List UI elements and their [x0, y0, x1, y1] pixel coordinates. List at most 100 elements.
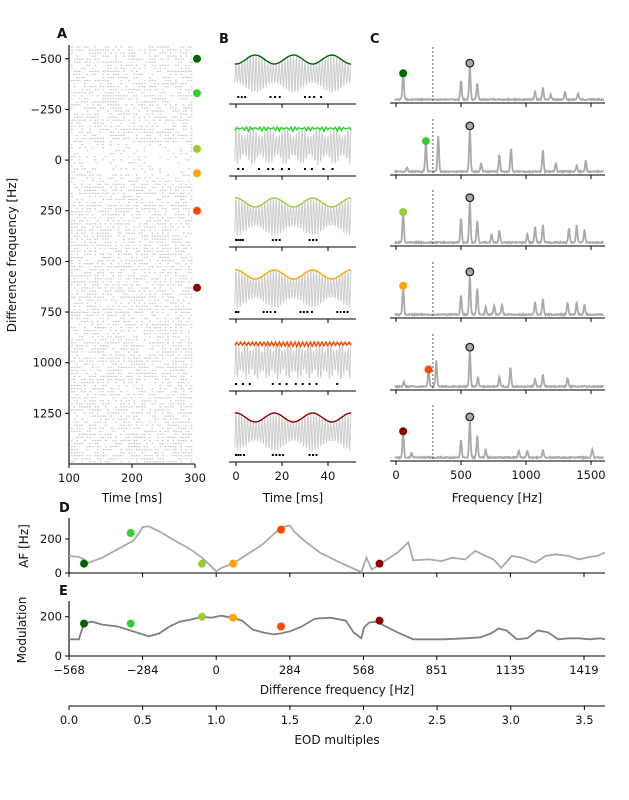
spike-mark [275, 454, 278, 456]
spike-mark [282, 454, 285, 456]
envelope-line [234, 269, 352, 280]
spectrum-panel [390, 119, 605, 179]
power-spectrum [394, 421, 604, 461]
spike-mark [275, 239, 278, 241]
example-marker [193, 169, 201, 178]
spike-mark [235, 311, 237, 313]
trace-panel [229, 125, 356, 180]
trace-panel: 0 20 40 [229, 412, 356, 483]
x-tick-label: 0 [213, 663, 220, 677]
example-marker [126, 529, 135, 538]
af-peak-marker [421, 137, 430, 146]
spike-mark [274, 96, 277, 98]
x-tick-label: −284 [127, 663, 159, 677]
y-axis-label: AF [Hz] [17, 524, 31, 568]
eod-peak-marker [465, 267, 475, 277]
eod-peak-marker [465, 412, 475, 422]
spike-mark [346, 311, 349, 313]
example-marker [277, 622, 286, 631]
x-tick-label: 500 [450, 468, 472, 482]
spike-mark [302, 311, 305, 313]
x-tick-label: 1135 [496, 663, 525, 677]
spike-mark [248, 383, 251, 385]
spike-mark [308, 383, 311, 385]
spike-mark [312, 454, 315, 456]
trace-panel [229, 269, 356, 323]
envelope-line [234, 54, 352, 65]
spike-mark [312, 239, 315, 241]
spike-mark [239, 239, 242, 241]
spike-mark [237, 168, 240, 170]
example-marker [193, 283, 201, 292]
y-tick-label: 750 [40, 305, 62, 319]
spectrum-panel [390, 47, 605, 107]
x-tick-label: 568 [352, 663, 374, 677]
example-marker [80, 619, 89, 628]
y-tick-label: 0 [55, 153, 62, 167]
spike-mark [274, 311, 277, 313]
spike-mark [241, 239, 244, 241]
y-tick-label: 0 [55, 566, 62, 580]
spike-mark [322, 168, 325, 170]
eod-tick-label: 3.5 [575, 713, 593, 727]
x-ticks: 100 200 300 [58, 464, 206, 485]
spike-mark [243, 454, 246, 456]
eod-tick-label: 1.0 [207, 713, 225, 727]
data-line [68, 524, 606, 574]
x-tick-label: 100 [58, 471, 80, 485]
spectrum-panel [390, 262, 605, 322]
spike-mark [258, 168, 260, 170]
spike-mark [308, 239, 311, 241]
eod-tick-label: 2.5 [428, 713, 446, 727]
example-marker [375, 616, 384, 625]
spike-mark [310, 311, 313, 313]
spike-mark [237, 454, 240, 456]
y-axis-label: Difference frequency [Hz] [5, 178, 19, 332]
af-peak-marker [424, 365, 433, 374]
y-tick-label: 1000 [33, 356, 62, 370]
example-marker [197, 559, 206, 568]
panel-a-raster: −500 −250 0 250 500 750 1000 1250 100 200 300 Tim… [5, 45, 206, 505]
spike-mark [278, 96, 281, 98]
x-tick-label: 284 [279, 663, 301, 677]
trace-panel [229, 340, 356, 395]
raster-spikes [71, 46, 193, 463]
spike-mark [235, 239, 237, 241]
y-tick-label: 200 [40, 532, 62, 546]
eod-peak-marker [465, 121, 475, 131]
y-axis-label: Modulation [15, 597, 29, 664]
spike-mark [241, 168, 244, 170]
panel-b-traces: 0 20 40 [229, 54, 356, 483]
spectrum-panel [390, 190, 605, 250]
spike-mark [237, 311, 240, 313]
eod-tick-label: 3.0 [502, 713, 520, 727]
panel-b-x-label: Time [ms] [262, 491, 324, 505]
spike-mark [320, 96, 323, 98]
example-markers [193, 54, 201, 292]
spike-mark [271, 383, 274, 385]
trace-panel [229, 197, 356, 251]
spike-mark [285, 383, 288, 385]
x-tick-label: 20 [275, 469, 290, 483]
x-tick-label: −568 [53, 663, 85, 677]
spike-mark [241, 383, 244, 385]
x-tick-label: 1419 [569, 663, 598, 677]
af-peak-marker [399, 69, 408, 78]
y-tick-label: −250 [30, 102, 62, 116]
data-line [69, 614, 606, 641]
example-marker [277, 525, 286, 534]
carrier-trace [234, 269, 352, 308]
spike-mark [278, 454, 281, 456]
spike-mark [278, 383, 281, 385]
spike-mark [336, 311, 339, 313]
example-marker [80, 559, 89, 568]
y-tick-label: 500 [40, 254, 62, 268]
spike-mark [235, 383, 237, 385]
af-peak-marker [399, 427, 408, 436]
power-spectrum [394, 275, 605, 318]
spike-mark [339, 311, 342, 313]
carrier-trace [234, 341, 352, 380]
example-marker [197, 612, 206, 621]
y-tick-label: 0 [55, 649, 62, 663]
spike-mark [304, 168, 306, 170]
